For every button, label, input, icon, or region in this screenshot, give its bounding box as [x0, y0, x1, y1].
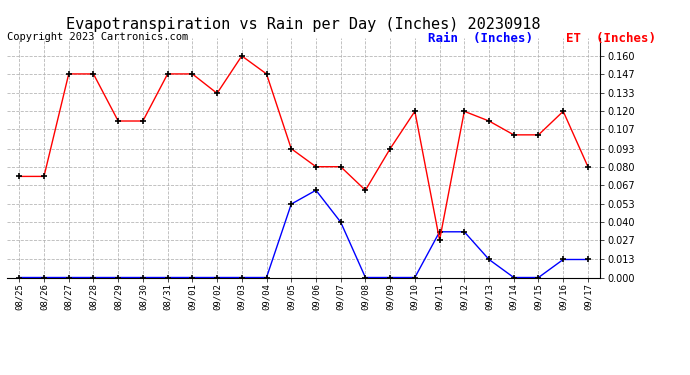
Text: Rain  (Inches): Rain (Inches) — [428, 32, 533, 45]
Text: Evapotranspiration vs Rain per Day (Inches) 20230918: Evapotranspiration vs Rain per Day (Inch… — [66, 17, 541, 32]
Text: Copyright 2023 Cartronics.com: Copyright 2023 Cartronics.com — [7, 32, 188, 42]
Text: ET  (Inches): ET (Inches) — [566, 32, 656, 45]
